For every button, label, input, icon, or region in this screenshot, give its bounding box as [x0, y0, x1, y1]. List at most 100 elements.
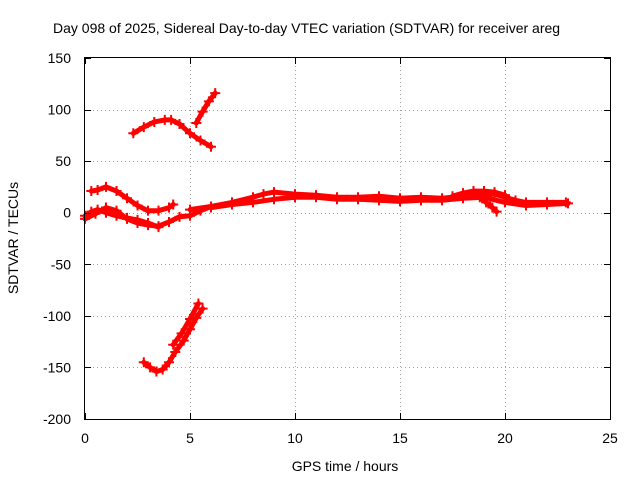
data-point	[468, 186, 479, 197]
y-tick-label: 100	[48, 102, 72, 118]
data-point	[86, 186, 97, 197]
data-point	[227, 199, 237, 210]
data-point	[374, 195, 384, 206]
data-point	[332, 194, 342, 205]
x-axis-label: GPS time / hours	[292, 458, 399, 474]
data-point	[491, 206, 502, 217]
series-trace	[88, 184, 176, 214]
y-tick-label: 50	[55, 153, 71, 169]
axis-ticks: 0 5 10 15 20 25 -200 -150 -100 -50 0 50 100 150	[43, 50, 618, 446]
series-trace	[170, 301, 201, 348]
data-point	[86, 206, 97, 217]
plot-frame	[84, 57, 611, 420]
data-point	[479, 186, 489, 197]
data-point	[311, 192, 321, 203]
data-point	[521, 200, 531, 211]
x-tick-label: 10	[287, 430, 303, 446]
data-point	[128, 128, 139, 139]
data-point	[269, 194, 279, 205]
data-point	[195, 135, 206, 146]
data-point	[290, 192, 300, 203]
x-tick-label: 25	[602, 430, 618, 446]
data-point	[458, 188, 468, 199]
data-point	[92, 185, 103, 196]
y-tick-label: -50	[51, 256, 71, 272]
data-point	[164, 357, 174, 368]
data-point	[203, 96, 214, 107]
x-tick-label: 0	[81, 430, 89, 446]
series-trace	[193, 90, 218, 126]
series-trace	[141, 306, 206, 375]
data-point	[206, 141, 216, 152]
data-point	[193, 298, 204, 309]
data-point	[157, 364, 168, 375]
data-point	[500, 190, 510, 201]
data-point	[185, 128, 195, 139]
data-point	[151, 366, 162, 377]
series-trace	[187, 189, 569, 213]
data-point	[111, 210, 122, 221]
data-point	[542, 199, 552, 210]
data-point	[191, 117, 202, 128]
series-arc-lower-rise	[168, 298, 204, 350]
y-tick-label: -100	[43, 308, 71, 324]
data-point	[248, 197, 258, 208]
data-series	[80, 88, 573, 377]
data-point	[122, 212, 132, 223]
series-arc-near-zero-a	[86, 181, 179, 216]
data-point	[168, 199, 179, 210]
y-tick-label: -200	[43, 411, 71, 427]
y-axis-label: SDTVAR / TECUs	[5, 182, 21, 294]
data-point	[416, 195, 426, 206]
data-point	[174, 211, 185, 222]
data-point	[143, 218, 153, 229]
data-point	[132, 200, 143, 211]
data-point	[170, 346, 181, 357]
data-point	[153, 205, 164, 216]
data-point	[164, 216, 174, 227]
data-point	[447, 191, 458, 202]
data-point	[122, 193, 132, 204]
data-point	[101, 207, 111, 218]
data-point	[174, 119, 185, 130]
chart-title: Day 098 of 2025, Sidereal Day-to-day VTE…	[53, 20, 560, 36]
data-point	[210, 88, 221, 99]
data-point	[145, 362, 156, 373]
data-point	[258, 189, 269, 200]
data-point	[168, 339, 179, 350]
data-point	[353, 194, 363, 205]
data-point	[176, 328, 187, 339]
y-tick-label: -150	[43, 359, 71, 375]
data-point	[197, 106, 208, 117]
data-point	[132, 214, 143, 225]
series-arc-late-upper	[447, 186, 510, 202]
x-tick-label: 5	[186, 430, 194, 446]
x-tick-label: 20	[497, 430, 513, 446]
data-point	[197, 303, 208, 314]
data-point	[143, 205, 153, 216]
data-point	[178, 335, 189, 346]
data-point	[101, 181, 111, 192]
data-point	[185, 204, 195, 215]
data-point	[92, 204, 103, 215]
data-point	[149, 116, 160, 127]
x-tick-label: 15	[392, 430, 408, 446]
series-arc-lower-dip	[138, 303, 208, 377]
data-point	[489, 187, 500, 198]
data-point	[111, 186, 122, 197]
data-point	[185, 313, 195, 324]
y-tick-label: 0	[63, 205, 71, 221]
data-point	[166, 114, 177, 125]
data-point	[138, 357, 149, 368]
data-point	[138, 122, 149, 133]
grid	[85, 58, 610, 419]
data-point	[481, 197, 492, 208]
series-arc-band-lower	[206, 192, 573, 213]
series-arc-upper-hump	[128, 114, 216, 152]
series-arc-upper-rise	[191, 88, 221, 128]
data-point	[395, 196, 405, 207]
data-point	[153, 222, 164, 233]
data-point	[474, 192, 485, 203]
series-arc-near-zero-c	[80, 204, 164, 233]
